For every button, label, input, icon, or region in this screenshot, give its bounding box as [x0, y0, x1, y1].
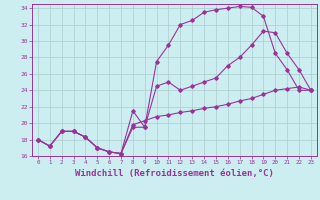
X-axis label: Windchill (Refroidissement éolien,°C): Windchill (Refroidissement éolien,°C): [75, 169, 274, 178]
